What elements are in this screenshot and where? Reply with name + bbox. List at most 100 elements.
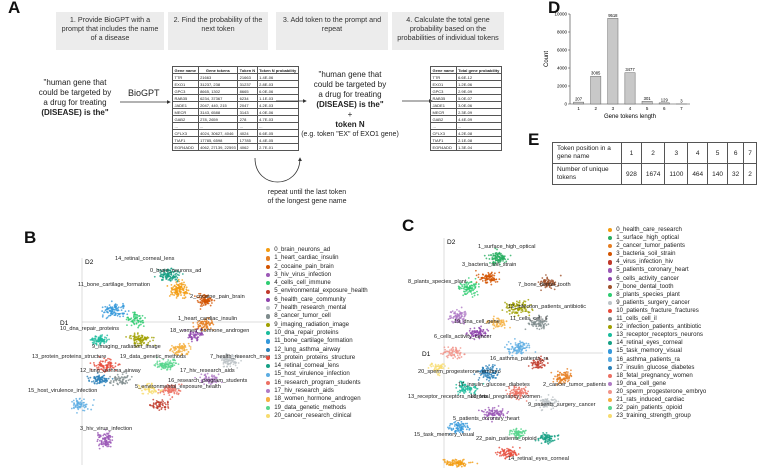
scatter-point [486, 415, 489, 418]
scatter-point [511, 446, 514, 449]
scatter-point [519, 344, 522, 347]
scatter-point [148, 385, 151, 387]
step-4-box: 4. Calculate the total gene probability … [392, 12, 504, 50]
scatter-point [201, 295, 204, 298]
scatter-point [544, 274, 547, 276]
scatter-point [443, 458, 446, 461]
scatter-point [141, 319, 144, 322]
scatter-point [552, 380, 555, 383]
scatter-point [172, 351, 175, 354]
scatter-point [138, 385, 141, 387]
scatter-point [453, 354, 456, 357]
scatter-point [461, 431, 464, 434]
y-axis-label: Count [544, 51, 550, 67]
total-table-header: Total gene probability [455, 66, 502, 74]
scatter-point [101, 306, 104, 309]
total-table-row: GAB2 4.4E-09 [430, 115, 502, 123]
scatter-point [462, 463, 465, 465]
scatter-point [490, 374, 493, 376]
scatter-point [200, 379, 203, 382]
scatter-point [459, 351, 462, 354]
scatter-point [148, 388, 151, 390]
scatter-point [173, 294, 176, 297]
scatter-point [487, 406, 490, 409]
scatter-point [528, 314, 531, 317]
x-tick-label: 1 [577, 106, 580, 111]
scatter-point [143, 341, 146, 344]
scatter-point [122, 313, 125, 315]
scatter-point [435, 364, 437, 367]
scatter-point [176, 346, 179, 348]
scatter-point [530, 320, 533, 323]
scatter-point [501, 323, 504, 326]
legend-swatch [608, 373, 613, 378]
scatter-point [175, 281, 178, 283]
scatter-point [562, 381, 565, 383]
cluster-label: 1_surface_high_optical [478, 244, 536, 250]
scatter-point [449, 423, 452, 425]
scatter-point [508, 352, 511, 355]
scatter-point [230, 361, 232, 364]
scatter-point [137, 321, 140, 324]
scatter-point [103, 384, 106, 387]
scatter-point [498, 258, 501, 261]
scatter-point [119, 315, 121, 318]
scatter-point [536, 327, 538, 330]
scatter-point [153, 275, 156, 278]
scatter-point [491, 323, 494, 326]
legend-swatch [608, 300, 613, 305]
scatter-point [464, 384, 467, 387]
scatter-point [168, 295, 171, 297]
scatter-point [513, 337, 516, 340]
scatter-point [479, 333, 481, 336]
scatter-point [164, 402, 166, 404]
scatter-point [539, 406, 542, 409]
scatter-point [492, 252, 495, 255]
scatter-point [468, 428, 471, 431]
scatter-point [192, 321, 195, 324]
scatter-point [538, 316, 540, 319]
scatter-point [164, 365, 167, 368]
scatter-point [500, 411, 503, 414]
scatter-point [200, 373, 203, 376]
scatter-point [170, 287, 173, 289]
scatter-point [237, 362, 240, 364]
legend-swatch [608, 406, 613, 411]
scatter-point [183, 348, 186, 351]
token-table-header: Token N [237, 66, 258, 74]
scatter-point [469, 461, 472, 464]
scatter-point [514, 342, 517, 344]
legend-swatch [608, 236, 613, 241]
scatter-point [236, 353, 238, 356]
scatter-point [453, 315, 456, 318]
scatter-point [140, 320, 143, 323]
scatter-point [211, 298, 213, 301]
scatter-point [174, 359, 177, 362]
scatter-point [474, 269, 477, 272]
scatter-point [191, 337, 194, 340]
scatter-point [498, 322, 501, 325]
scatter-point [107, 315, 110, 317]
legend-label: 8_cancer_tumor_cell [274, 312, 331, 320]
scatter-point [484, 332, 487, 335]
scatter-point [460, 386, 463, 389]
scatter-point [478, 337, 481, 340]
scatter-point [459, 462, 461, 465]
scatter-point [127, 379, 130, 382]
scatter-point [175, 297, 178, 299]
scatter-point [516, 388, 519, 391]
scatter-point [455, 386, 458, 389]
scatter-point [227, 359, 230, 362]
scatter-point [461, 284, 463, 286]
scatter-point [117, 306, 120, 309]
legend-swatch [266, 256, 271, 261]
scatter-point [127, 318, 130, 321]
scatter-point [452, 357, 455, 360]
scatter-point [171, 344, 173, 347]
scatter-point [194, 328, 197, 331]
scatter-point [444, 348, 446, 351]
scatter-point [166, 363, 169, 365]
scatter-point [473, 391, 476, 394]
scatter-point [543, 320, 546, 323]
scatter-point [518, 308, 521, 311]
